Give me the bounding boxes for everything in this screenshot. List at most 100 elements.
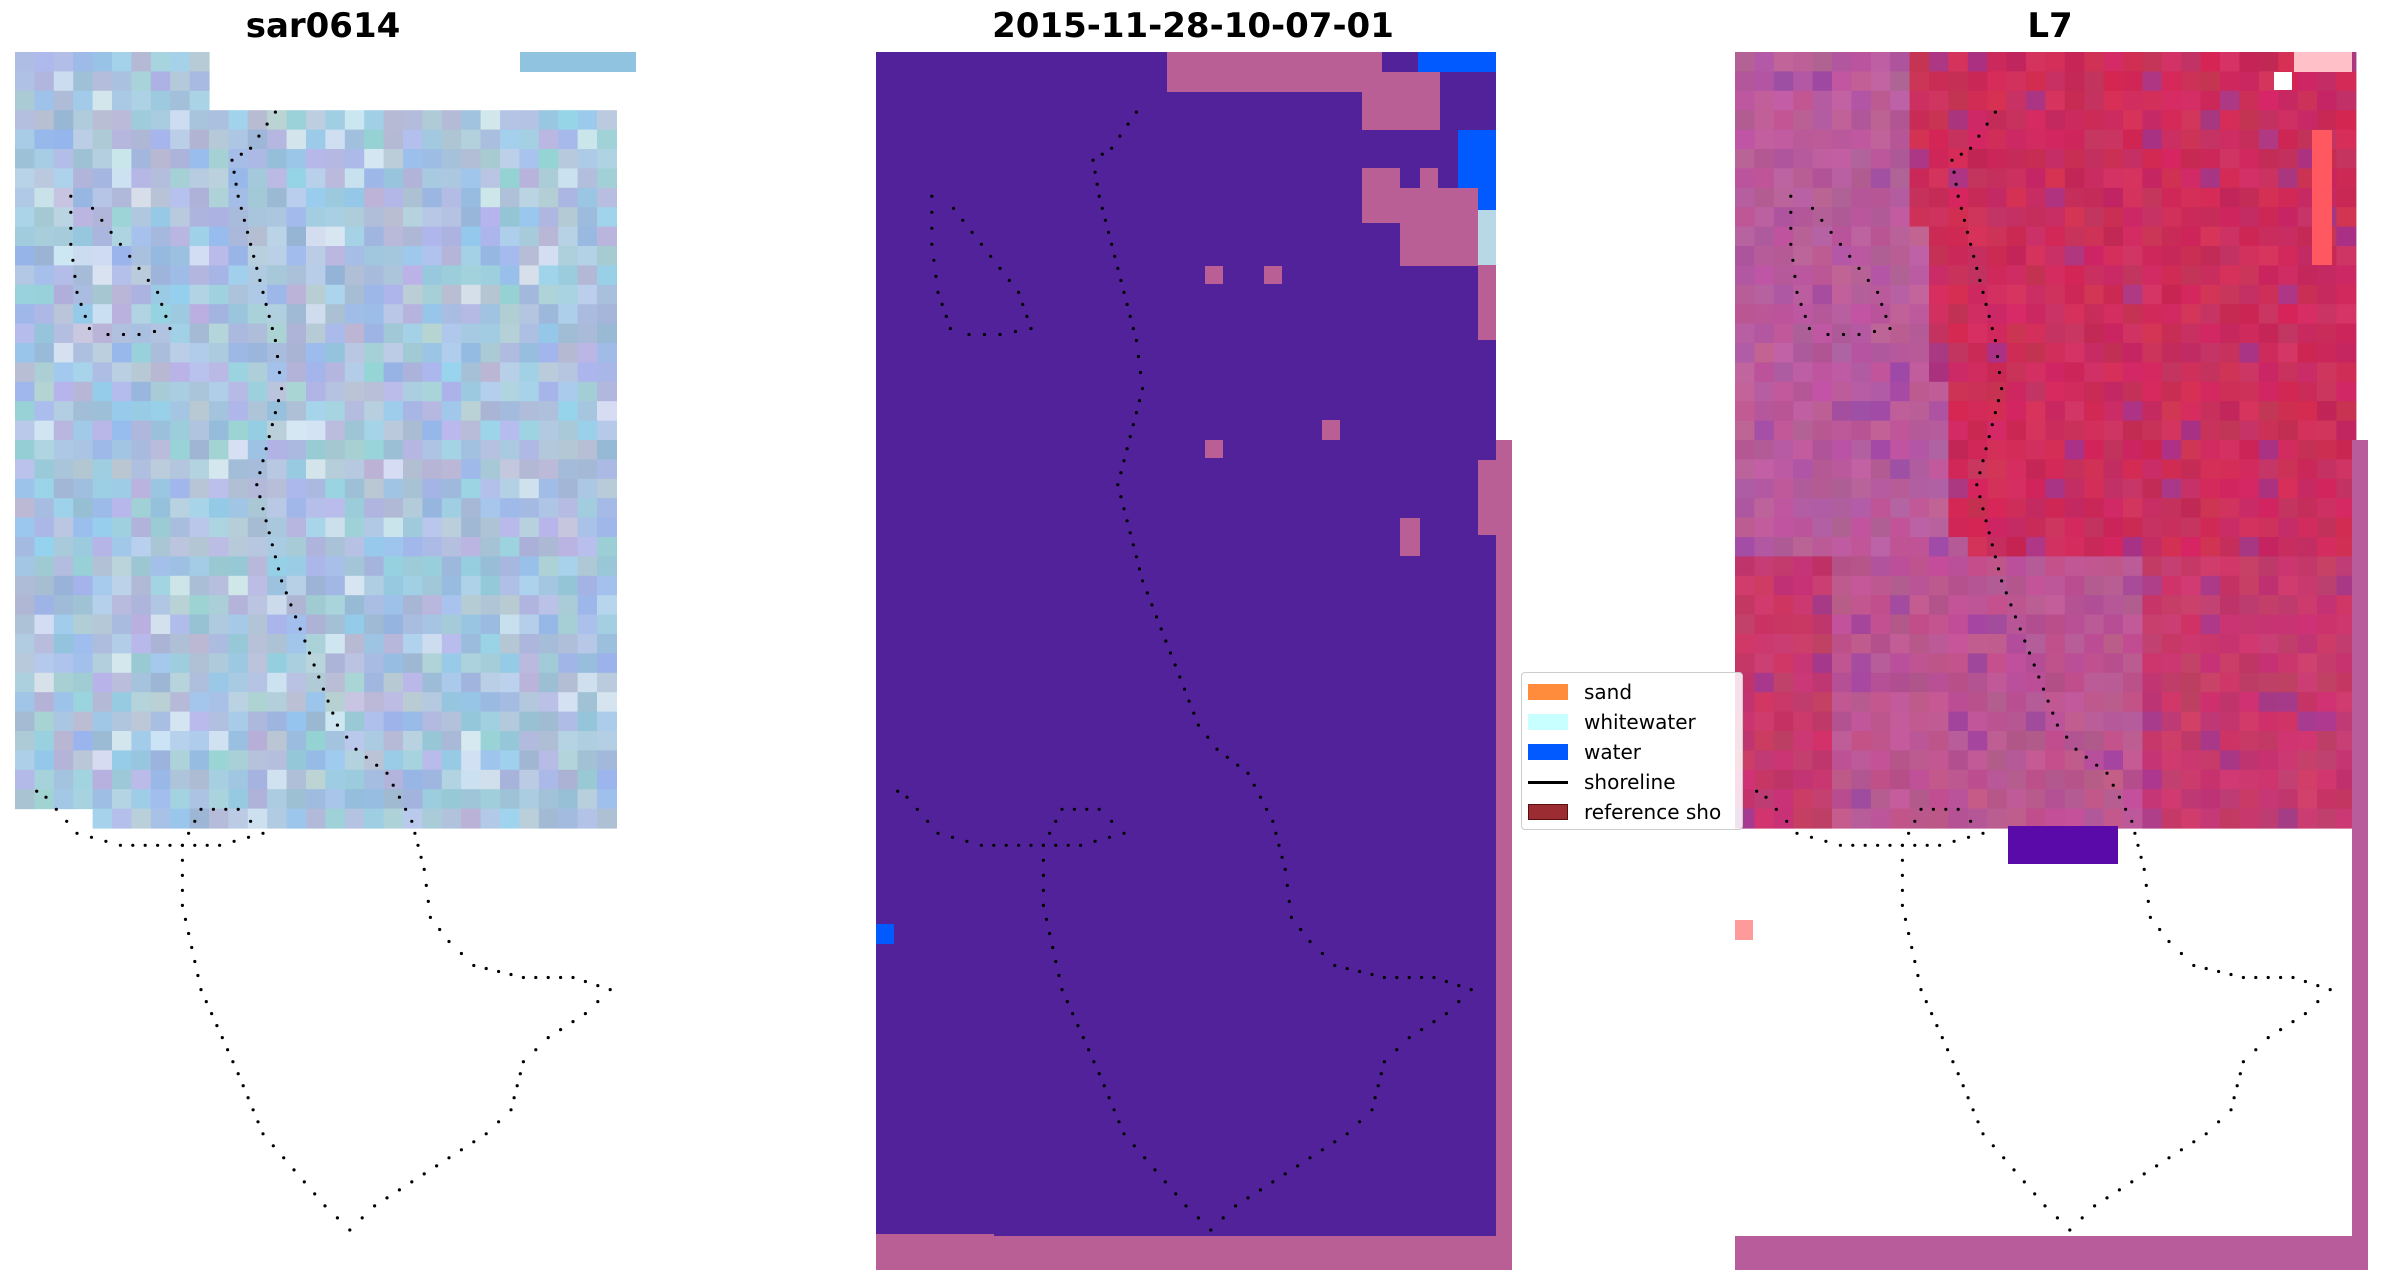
shoreline-point <box>1987 435 1991 439</box>
shoreline-point <box>1469 988 1473 992</box>
shoreline-point <box>1320 951 1324 956</box>
shoreline-point <box>1985 122 1989 126</box>
shoreline-point <box>1093 839 1097 843</box>
shoreline-point <box>1132 1144 1136 1148</box>
shoreline-point <box>979 242 984 246</box>
shoreline-point <box>265 122 269 126</box>
shoreline-point <box>2279 1028 2283 1032</box>
shoreline-point <box>1959 152 1963 156</box>
shoreline-point <box>1457 1000 1461 1004</box>
shoreline-point <box>1234 1204 1238 1208</box>
shoreline-point <box>1125 519 1129 523</box>
shoreline-point <box>459 951 463 956</box>
shoreline-point <box>1965 230 1970 234</box>
shoreline-point <box>210 1012 214 1016</box>
shoreline-point <box>1975 266 1979 270</box>
shoreline-point <box>509 972 513 977</box>
shoreline-point <box>1809 835 1814 839</box>
shoreline-point <box>1978 495 1982 499</box>
shoreline-point <box>2179 1148 2183 1152</box>
shoreline-point <box>69 242 73 246</box>
shoreline-point <box>354 747 358 751</box>
shoreline-point <box>1900 888 1904 893</box>
shoreline-point <box>1952 839 1956 843</box>
shoreline-point <box>2000 579 2004 583</box>
shoreline-point <box>267 531 271 535</box>
shoreline-point <box>2046 699 2050 703</box>
legend-label-shoreline: shoreline <box>1584 770 1676 794</box>
legend-label-reference-shoreline: reference sho <box>1584 800 1722 824</box>
shoreline-point <box>1841 332 1846 337</box>
shoreline-point <box>1959 206 1963 210</box>
shoreline-point <box>273 338 277 343</box>
shoreline-points <box>35 110 2332 1232</box>
shoreline-point <box>416 843 420 847</box>
shoreline-point <box>2316 1000 2320 1004</box>
shoreline-point <box>1076 1024 1080 1028</box>
shoreline-point <box>2023 639 2027 643</box>
shoreline-point <box>1308 939 1312 944</box>
shoreline-point <box>204 1000 208 1004</box>
shoreline-point <box>571 975 575 980</box>
shoreline-point <box>1966 835 1971 839</box>
shoreline-point <box>312 663 316 667</box>
shoreline-point <box>1057 973 1061 978</box>
shoreline-point <box>961 218 965 222</box>
shoreline-point <box>1789 194 1793 198</box>
shoreline-point <box>1807 326 1811 331</box>
shoreline-point <box>2232 1096 2236 1100</box>
shoreline-point <box>137 266 141 270</box>
shoreline-point <box>2217 969 2221 974</box>
shoreline-point <box>426 899 430 904</box>
shoreline-point <box>1131 423 1135 427</box>
shoreline-point <box>447 939 451 944</box>
shoreline-point <box>275 354 280 359</box>
shoreline-point <box>1280 855 1284 859</box>
shoreline-point <box>1956 807 1960 811</box>
shoreline-point <box>187 931 191 936</box>
shoreline-point <box>258 278 262 282</box>
shoreline-point <box>1128 314 1132 318</box>
shoreline-point <box>2291 1020 2295 1024</box>
shoreline-point <box>1976 1120 1980 1124</box>
shoreline-point <box>1041 858 1045 862</box>
shoreline-point <box>1876 290 1880 294</box>
shoreline-point <box>100 218 104 222</box>
shoreline-point <box>2266 1036 2270 1040</box>
shoreline-point <box>164 314 168 318</box>
shoreline-point <box>1978 471 1982 475</box>
shoreline-point <box>1119 471 1123 475</box>
shoreline-point <box>1829 230 1833 234</box>
shoreline-point <box>1907 831 1911 835</box>
shoreline-point <box>143 843 147 847</box>
shoreline-point <box>1091 158 1095 162</box>
shoreline-point <box>1345 966 1349 971</box>
shoreline-point <box>1044 917 1049 922</box>
shoreline-point <box>69 194 73 198</box>
rgb-image-panel <box>15 52 636 829</box>
shoreline-point <box>232 839 236 843</box>
shoreline-point <box>1872 329 1877 334</box>
shoreline-point <box>1333 1140 1337 1144</box>
shoreline-point <box>1984 447 1988 451</box>
shoreline-point <box>422 867 426 872</box>
shoreline-point <box>1246 1196 1250 1200</box>
shoreline-point <box>1122 459 1126 463</box>
shoreline-point <box>546 1036 550 1040</box>
shoreline-point <box>571 1020 575 1024</box>
shoreline-point <box>331 711 335 715</box>
shoreline-point <box>1848 254 1852 258</box>
shoreline-point <box>277 370 282 375</box>
shoreline-point <box>583 1012 588 1016</box>
shoreline-point <box>559 1028 563 1032</box>
shoreline-point <box>1981 290 1985 294</box>
shoreline-point <box>410 1180 414 1184</box>
shoreline-point <box>1432 1020 1436 1024</box>
shoreline-point <box>1993 110 1997 114</box>
shoreline-point <box>1296 1164 1300 1168</box>
shoreline-point <box>497 1120 501 1124</box>
shoreline-point <box>447 1156 451 1160</box>
shoreline-point <box>1029 843 1033 847</box>
shoreline-point <box>1370 972 1374 977</box>
shoreline-point <box>979 843 984 847</box>
